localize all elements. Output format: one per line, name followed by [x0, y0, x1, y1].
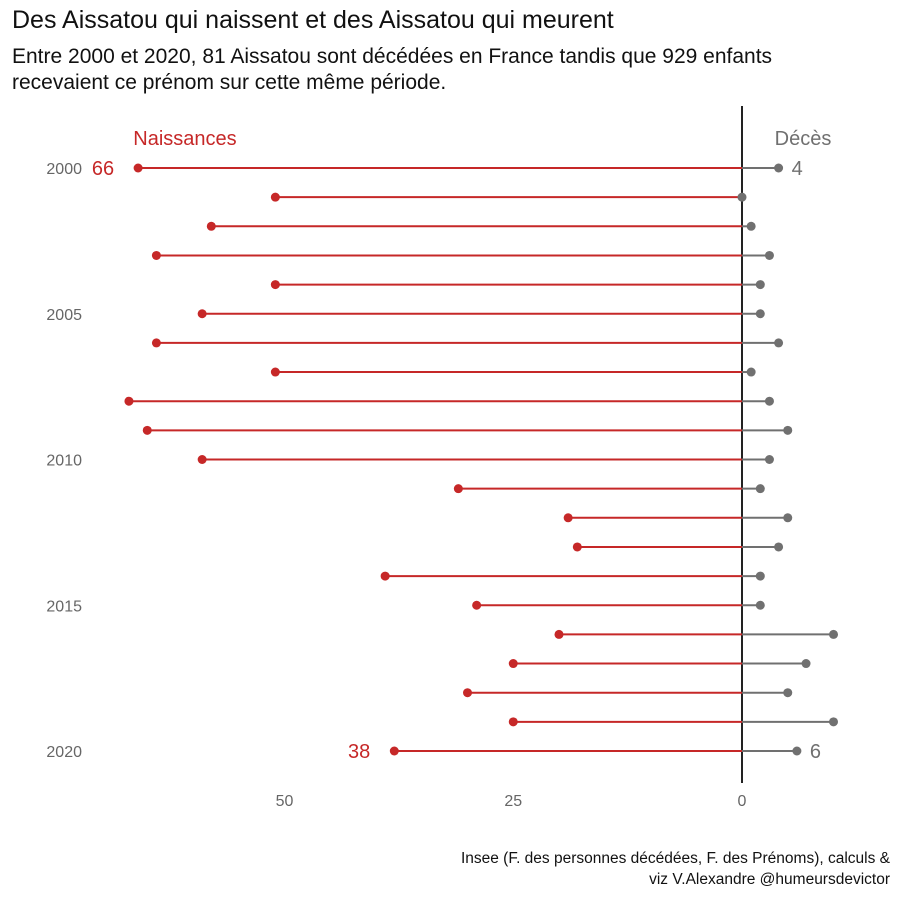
birth-point-2002: [206, 221, 216, 231]
birth-value-label: 38: [348, 741, 370, 763]
caption-line-1: Insee (F. des personnes décédées, F. des…: [460, 850, 890, 867]
death-point-2008: [764, 396, 774, 406]
death-point-2002: [746, 221, 756, 231]
birth-point-2020: [389, 746, 399, 756]
death-point-2015: [755, 600, 765, 610]
x-tick-label: 50: [276, 793, 294, 810]
birth-point-2016: [554, 629, 564, 639]
x-tick-label: 0: [738, 793, 747, 810]
birth-point-2003: [151, 250, 161, 260]
birth-point-2004: [270, 280, 280, 290]
birth-point-2014: [380, 571, 390, 581]
birth-point-2017: [508, 659, 518, 669]
death-value-label: 4: [792, 158, 803, 180]
source-caption: Insee (F. des personnes décédées, F. des…: [461, 848, 890, 890]
deaths-legend-label: Décès: [775, 128, 832, 150]
death-value-label: 6: [810, 741, 821, 763]
birth-point-2013: [572, 542, 582, 552]
death-point-2020: [792, 746, 802, 756]
death-point-2011: [755, 484, 765, 494]
birth-point-2008: [124, 396, 134, 406]
birth-point-2019: [508, 717, 518, 727]
death-point-2004: [755, 280, 765, 290]
births-legend-label: Naissances: [133, 128, 236, 150]
birth-point-2018: [463, 688, 472, 698]
birth-point-2005: [197, 309, 207, 319]
birth-point-2011: [453, 484, 463, 494]
death-point-2006: [774, 338, 784, 348]
death-point-2005: [755, 309, 765, 319]
birth-point-2007: [270, 367, 280, 377]
death-point-2016: [829, 629, 838, 639]
x-tick-label: 25: [504, 793, 522, 810]
death-point-2014: [755, 571, 765, 581]
birth-point-2012: [563, 513, 573, 523]
birth-point-2015: [472, 600, 482, 610]
caption-line-2: viz V.Alexandre @humeursdevictor: [649, 871, 890, 888]
year-tick-label: 2010: [46, 453, 82, 470]
birth-point-2010: [197, 455, 207, 464]
death-point-2019: [829, 717, 838, 727]
birth-point-2009: [142, 425, 152, 435]
death-point-2009: [783, 425, 793, 435]
birth-value-label: 66: [92, 158, 114, 180]
death-point-2010: [764, 455, 774, 464]
death-point-2001: [737, 192, 747, 202]
year-tick-label: 2005: [46, 307, 82, 324]
year-tick-label: 2000: [46, 161, 82, 178]
year-tick-label: 2020: [46, 744, 82, 761]
death-point-2013: [774, 542, 784, 552]
death-point-2003: [764, 250, 774, 260]
death-point-2012: [783, 513, 793, 523]
chart-subtitle: Entre 2000 et 2020, 81 Aissatou sont déc…: [12, 45, 773, 94]
chart-title: Des Aissatou qui naissent et des Aissato…: [12, 6, 614, 34]
death-point-2007: [746, 367, 756, 377]
year-tick-label: 2015: [46, 598, 82, 615]
birth-point-2001: [270, 192, 280, 202]
death-point-2000: [774, 163, 784, 173]
death-point-2018: [783, 688, 793, 698]
birth-point-2000: [133, 163, 143, 173]
death-point-2017: [801, 659, 811, 669]
birth-point-2006: [151, 338, 161, 348]
